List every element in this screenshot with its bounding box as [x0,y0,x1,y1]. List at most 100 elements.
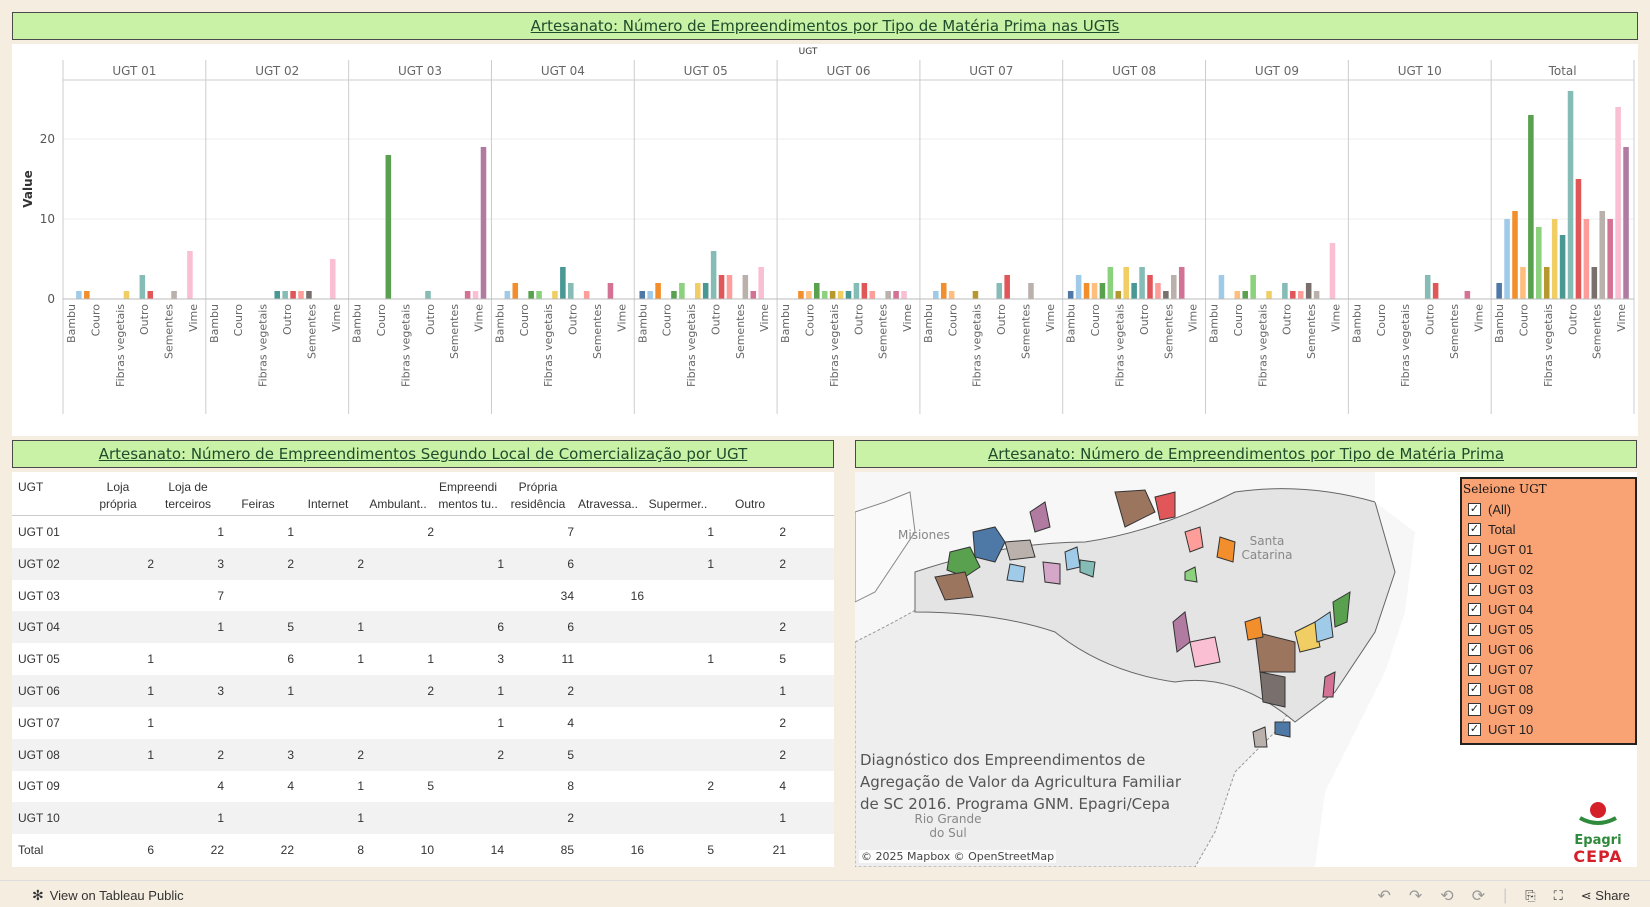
checkbox-checked-icon[interactable]: ✓ [1468,642,1481,656]
table-cell: 6 [567,556,574,571]
category-label: Sementes [163,304,176,359]
column-header[interactable]: Loja própria [82,479,154,513]
table-cell: 5 [779,652,786,667]
category-label: Vime [1472,304,1485,332]
column-header[interactable]: Própria residência [502,479,574,513]
table-cell: 1 [707,525,714,539]
filter-option[interactable]: ✓ UGT 06 [1462,639,1635,659]
bar [679,283,685,299]
category-label: Fibras vegetais [828,304,841,387]
filter-option[interactable]: ✓ Total [1462,519,1635,539]
table-row[interactable]: UGT 10 1 1 2 1 [12,802,834,835]
undo-icon[interactable]: ↶ [1377,888,1391,905]
table-cell: 22 [210,843,224,857]
filter-option-label: UGT 01 [1488,541,1534,557]
bar [290,291,296,299]
table-row[interactable]: UGT 03 7 34 16 [12,580,834,612]
checkbox-checked-icon[interactable]: ✓ [1468,622,1481,636]
bar [552,291,558,299]
checkbox-checked-icon[interactable]: ✓ [1468,702,1481,716]
category-label: Couro [1518,304,1531,337]
checkbox-checked-icon[interactable]: ✓ [1468,682,1481,696]
filter-option[interactable]: ✓ UGT 05 [1462,619,1635,639]
bar [464,291,471,299]
table-cell: 1 [217,620,224,635]
filter-option[interactable]: ✓ UGT 08 [1462,679,1635,699]
bar [1171,275,1177,299]
view-on-tableau-link[interactable]: ✻ View on Tableau Public [32,887,184,904]
table-cell: 21 [772,843,786,857]
column-header[interactable]: Outro [714,479,786,513]
filter-option[interactable]: ✓ UGT 03 [1462,579,1635,599]
redo-icon[interactable]: ↷ [1408,888,1423,905]
filter-option-label: (All) [1488,501,1512,517]
bar [480,147,487,299]
checkbox-checked-icon[interactable]: ✓ [1468,602,1481,616]
bar [76,291,82,299]
table-cell: 6 [147,843,154,857]
table-row[interactable]: UGT 08 1 2 3 2 2 5 2 [12,738,834,771]
checkbox-checked-icon[interactable]: ✓ [1468,562,1481,576]
category-label: Sementes [1448,304,1461,359]
refresh-icon[interactable]: ⟳ [1471,888,1486,905]
filter-option[interactable]: ✓ UGT 04 [1462,599,1635,619]
revert-icon[interactable]: ⟲ [1440,888,1454,905]
filter-option[interactable]: ✓ UGT 09 [1462,699,1635,719]
share-button[interactable]: ⋖ Share [1581,888,1630,904]
column-header[interactable]: Ambulant.. [362,479,434,513]
panel-label: UGT 09 [1255,64,1299,78]
column-header[interactable]: Supermer.. [642,479,714,513]
bar [1123,267,1129,299]
filter-option[interactable]: ✓ UGT 07 [1462,659,1635,679]
category-label: Outro [281,304,294,335]
column-header[interactable]: UGT [18,479,43,513]
table-row[interactable]: UGT 09 4 4 1 5 8 2 4 [12,770,834,802]
column-header[interactable]: Atravessa.. [572,479,644,513]
checkbox-checked-icon[interactable]: ✓ [1468,522,1481,536]
category-label: Couro [946,304,959,337]
column-header[interactable]: Internet [292,479,364,513]
checkbox-checked-icon[interactable]: ✓ [1468,542,1481,556]
filter-option-label: UGT 02 [1488,561,1534,577]
column-header-line: Própria [518,480,558,494]
bar [655,283,661,299]
table-row[interactable]: UGT 01 1 1 2 7 1 2 [12,516,834,548]
table-row[interactable]: UGT 05 1 6 1 1 3 11 1 5 [12,643,834,675]
ugt-filter: Seleione UGT ✓ (All) ✓ Total ✓ UGT 01 ✓ UGT 02 ✓… [1460,477,1637,745]
bar [948,291,955,299]
category-label: Outro [852,304,865,335]
checkbox-checked-icon[interactable]: ✓ [1468,662,1481,676]
column-header[interactable]: Feiras [222,479,294,513]
table-row[interactable]: UGT 06 1 3 1 2 1 2 1 [12,675,834,707]
row-label: UGT 01 [18,525,60,539]
bar [1512,211,1518,299]
column-header[interactable]: Loja de terceiros [152,479,224,513]
filter-list: ✓ (All) ✓ Total ✓ UGT 01 ✓ UGT 02 ✓ UGT 03 ✓ UGT 04… [1462,499,1635,739]
table-cell: 1 [287,525,294,539]
filter-option[interactable]: ✓ (All) [1462,499,1635,519]
table-row[interactable]: UGT 07 1 1 4 2 [12,707,834,739]
filter-option[interactable]: ✓ UGT 01 [1462,539,1635,559]
bar [671,291,677,299]
table-cell: 1 [147,652,154,667]
checkbox-checked-icon[interactable]: ✓ [1468,582,1481,596]
filter-option[interactable]: ✓ UGT 10 [1462,719,1635,739]
table-row[interactable]: UGT 04 1 5 1 6 6 2 [12,611,834,644]
map-attribution[interactable]: © 2025 Mapbox © OpenStreetMap [859,850,1057,863]
category-label: Outro [995,304,1008,335]
filter-option[interactable]: ✓ UGT 02 [1462,559,1635,579]
category-label: Bambu [493,304,506,343]
table-cell: 2 [217,747,224,762]
table-row[interactable]: Total 6 22 22 8 10 14 85 16 5 21 [12,834,834,866]
bar [1599,211,1606,299]
checkbox-checked-icon[interactable]: ✓ [1468,502,1481,516]
download-icon[interactable]: ⎘ [1525,888,1536,903]
fullscreen-icon[interactable]: ⛶ [1553,888,1563,903]
checkbox-checked-icon[interactable]: ✓ [1468,722,1481,736]
column-header[interactable]: Empreendi mentos tu.. [432,479,504,513]
column-header-line: Supermer.. [648,497,708,511]
filter-title: Seleione UGT [1463,482,1547,496]
filter-option-label: UGT 07 [1488,661,1534,677]
table-row[interactable]: UGT 02 2 3 2 2 1 6 1 2 [12,547,834,580]
table-cell: 7 [567,525,574,539]
